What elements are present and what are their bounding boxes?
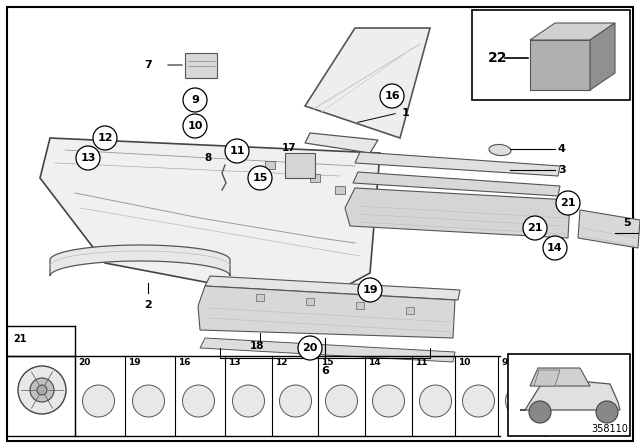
Text: 19: 19 bbox=[128, 358, 141, 367]
Circle shape bbox=[37, 385, 47, 395]
Text: 11: 11 bbox=[415, 358, 428, 367]
Bar bbox=[472, 10, 630, 100]
Ellipse shape bbox=[489, 144, 511, 155]
Text: 6: 6 bbox=[321, 366, 329, 376]
Text: 9: 9 bbox=[191, 95, 199, 105]
Bar bbox=[265, 161, 275, 169]
Text: 13: 13 bbox=[80, 153, 96, 163]
Text: 20: 20 bbox=[302, 343, 317, 353]
Text: 3: 3 bbox=[558, 165, 566, 175]
Circle shape bbox=[76, 146, 100, 170]
Polygon shape bbox=[590, 23, 615, 90]
Text: 10: 10 bbox=[188, 121, 203, 131]
Polygon shape bbox=[40, 138, 380, 303]
Circle shape bbox=[132, 385, 164, 417]
Text: 10: 10 bbox=[458, 358, 470, 367]
Text: 2: 2 bbox=[144, 300, 152, 310]
Text: 14: 14 bbox=[547, 243, 563, 253]
Bar bbox=[310, 174, 320, 182]
Polygon shape bbox=[355, 152, 560, 176]
Circle shape bbox=[183, 88, 207, 112]
Polygon shape bbox=[530, 368, 590, 386]
Circle shape bbox=[232, 385, 264, 417]
Text: 5: 5 bbox=[623, 218, 631, 228]
Circle shape bbox=[358, 278, 382, 302]
Circle shape bbox=[248, 166, 272, 190]
Text: 15: 15 bbox=[252, 173, 268, 183]
Text: 14: 14 bbox=[368, 358, 381, 367]
Circle shape bbox=[183, 114, 207, 138]
Text: 13: 13 bbox=[228, 358, 241, 367]
Circle shape bbox=[30, 378, 54, 402]
Bar bbox=[406, 307, 414, 314]
Circle shape bbox=[419, 385, 451, 417]
Circle shape bbox=[326, 385, 358, 417]
Circle shape bbox=[556, 191, 580, 215]
Circle shape bbox=[93, 126, 117, 150]
Polygon shape bbox=[530, 40, 590, 90]
Bar bbox=[285, 153, 315, 178]
Text: 20: 20 bbox=[78, 358, 90, 367]
Text: 11: 11 bbox=[229, 146, 244, 156]
Text: 15: 15 bbox=[321, 358, 333, 367]
Polygon shape bbox=[305, 28, 430, 138]
Circle shape bbox=[523, 216, 547, 240]
Polygon shape bbox=[578, 210, 640, 248]
Polygon shape bbox=[520, 380, 620, 410]
Circle shape bbox=[83, 385, 115, 417]
Polygon shape bbox=[205, 276, 460, 300]
Bar bbox=[335, 186, 345, 194]
Text: 22: 22 bbox=[488, 51, 508, 65]
Circle shape bbox=[380, 84, 404, 108]
Text: 21: 21 bbox=[13, 334, 26, 344]
Circle shape bbox=[280, 385, 312, 417]
Polygon shape bbox=[534, 370, 560, 386]
Polygon shape bbox=[198, 286, 455, 338]
Text: 4: 4 bbox=[558, 144, 566, 154]
Circle shape bbox=[298, 336, 322, 360]
Polygon shape bbox=[353, 172, 560, 196]
Text: 8: 8 bbox=[205, 153, 212, 163]
Bar bbox=[306, 298, 314, 305]
Text: 7: 7 bbox=[144, 60, 152, 70]
Text: 16: 16 bbox=[178, 358, 191, 367]
Text: 19: 19 bbox=[362, 285, 378, 295]
Bar bbox=[508, 354, 630, 436]
Bar bbox=[256, 294, 264, 301]
Circle shape bbox=[543, 236, 567, 260]
Text: 17: 17 bbox=[282, 143, 296, 153]
Text: 21: 21 bbox=[527, 223, 543, 233]
Text: 21: 21 bbox=[560, 198, 576, 208]
Bar bbox=[356, 302, 364, 309]
Text: 16: 16 bbox=[384, 91, 400, 101]
Polygon shape bbox=[345, 188, 570, 238]
Text: 9: 9 bbox=[501, 358, 508, 367]
Polygon shape bbox=[200, 338, 455, 362]
Circle shape bbox=[225, 139, 249, 163]
Circle shape bbox=[506, 385, 538, 417]
Circle shape bbox=[18, 366, 66, 414]
Circle shape bbox=[596, 401, 618, 423]
Polygon shape bbox=[530, 23, 615, 40]
Text: 358110: 358110 bbox=[591, 424, 628, 434]
Text: 18: 18 bbox=[250, 341, 264, 351]
Text: 12: 12 bbox=[97, 133, 113, 143]
Text: 12: 12 bbox=[275, 358, 287, 367]
Polygon shape bbox=[50, 245, 230, 276]
Circle shape bbox=[463, 385, 495, 417]
Polygon shape bbox=[305, 133, 378, 153]
Circle shape bbox=[182, 385, 214, 417]
Text: 1: 1 bbox=[402, 108, 410, 118]
Bar bbox=[185, 53, 217, 78]
Circle shape bbox=[372, 385, 404, 417]
Circle shape bbox=[529, 401, 551, 423]
